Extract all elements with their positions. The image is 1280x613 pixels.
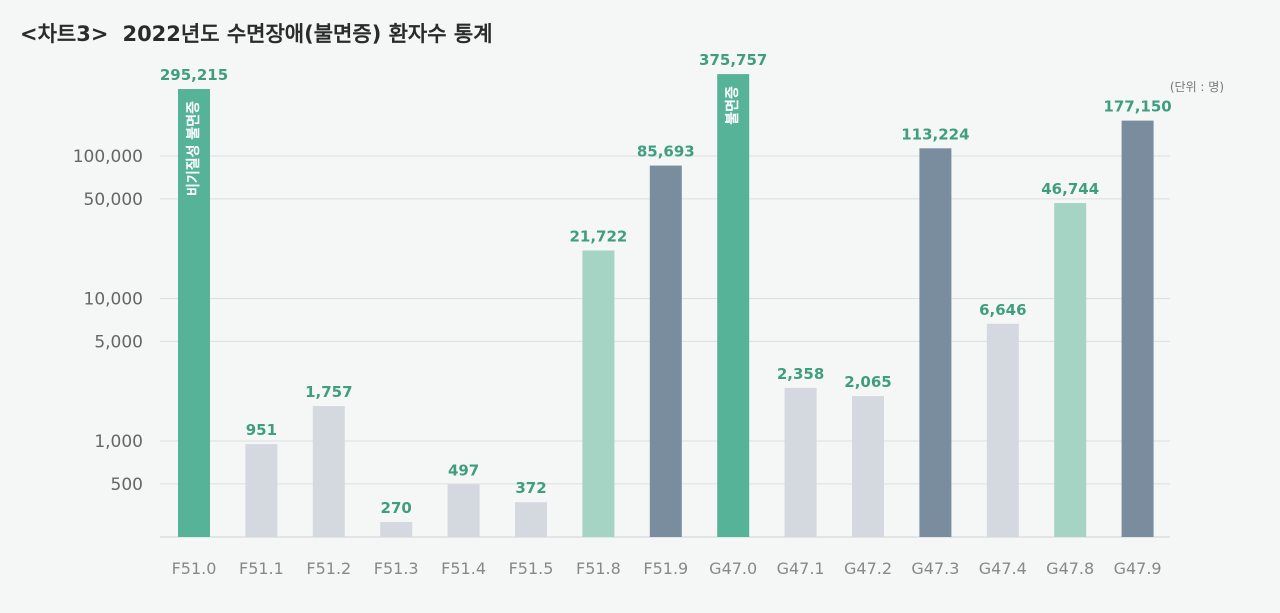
value-label: 2,358 [777,365,824,383]
x-tick-label: F51.3 [374,559,419,578]
x-tick-label: F51.4 [441,559,486,578]
bar-F51-8 [582,250,615,538]
value-label: 6,646 [979,301,1026,319]
bar-F51-3 [380,522,413,537]
y-tick-label: 500 [111,475,143,495]
value-label: 497 [448,461,479,479]
value-label: 2,065 [844,373,891,391]
x-tick-label: G47.8 [1046,559,1094,578]
x-tick-label: F51.5 [509,559,554,578]
y-tick-label: 10,000 [84,290,143,310]
bar-G47-3 [919,148,952,537]
x-tick-label: F51.9 [643,559,688,578]
x-tick-label: G47.1 [777,559,825,578]
y-tick-label: 5,000 [94,332,143,352]
x-tick-label: F51.0 [172,559,217,578]
value-label: 85,693 [637,143,695,161]
value-label: 113,224 [901,125,969,143]
x-tick-label: G47.9 [1114,559,1162,578]
y-tick-label: 50,000 [84,190,143,210]
bar-G47-4 [986,323,1019,537]
bar-G47-9 [1121,120,1154,537]
value-label: 372 [515,479,546,497]
value-label: 375,757 [699,51,767,69]
bar-F51-5 [515,502,547,537]
value-label: 177,150 [1103,98,1171,116]
unit-label: (단위 : 명) [1169,80,1224,94]
bar-annotation: 비기질성 불면증 [185,101,202,196]
chart-title-text: 2022년도 수면장애(불면증) 환자수 통계 [122,22,493,46]
value-label: 295,215 [160,66,228,84]
value-label: 951 [246,421,277,439]
bar-F51-9 [649,165,682,537]
bar-annotation: 불면증 [724,86,741,125]
x-tick-label: G47.4 [979,559,1027,578]
x-tick-label: F51.2 [306,559,351,578]
chart-title: <차트3> 2022년도 수면장애(불면증) 환자수 통계 [20,18,493,48]
x-tick-label: G47.3 [911,559,959,578]
bar-G47-0 [717,74,750,537]
y-tick-label: 100,000 [73,147,143,167]
bar-G47-1 [784,387,817,537]
value-label: 1,757 [305,383,352,401]
bar-F51-2 [312,406,345,537]
bar-F51-4 [447,484,480,537]
bar-G47-2 [852,396,884,537]
x-tick-label: G47.0 [709,559,757,578]
x-tick-label: F51.1 [239,559,284,578]
y-tick-label: 1,000 [94,432,143,452]
bar-F51-0 [178,89,210,537]
chart-number: <차트3> [20,22,109,46]
x-tick-label: F51.8 [576,559,621,578]
value-label: 21,722 [569,227,627,245]
value-label: 270 [381,499,412,517]
bar-G47-8 [1054,203,1087,537]
value-label: 46,744 [1041,180,1099,198]
bar-F51-1 [245,444,278,537]
x-tick-label: G47.2 [844,559,892,578]
